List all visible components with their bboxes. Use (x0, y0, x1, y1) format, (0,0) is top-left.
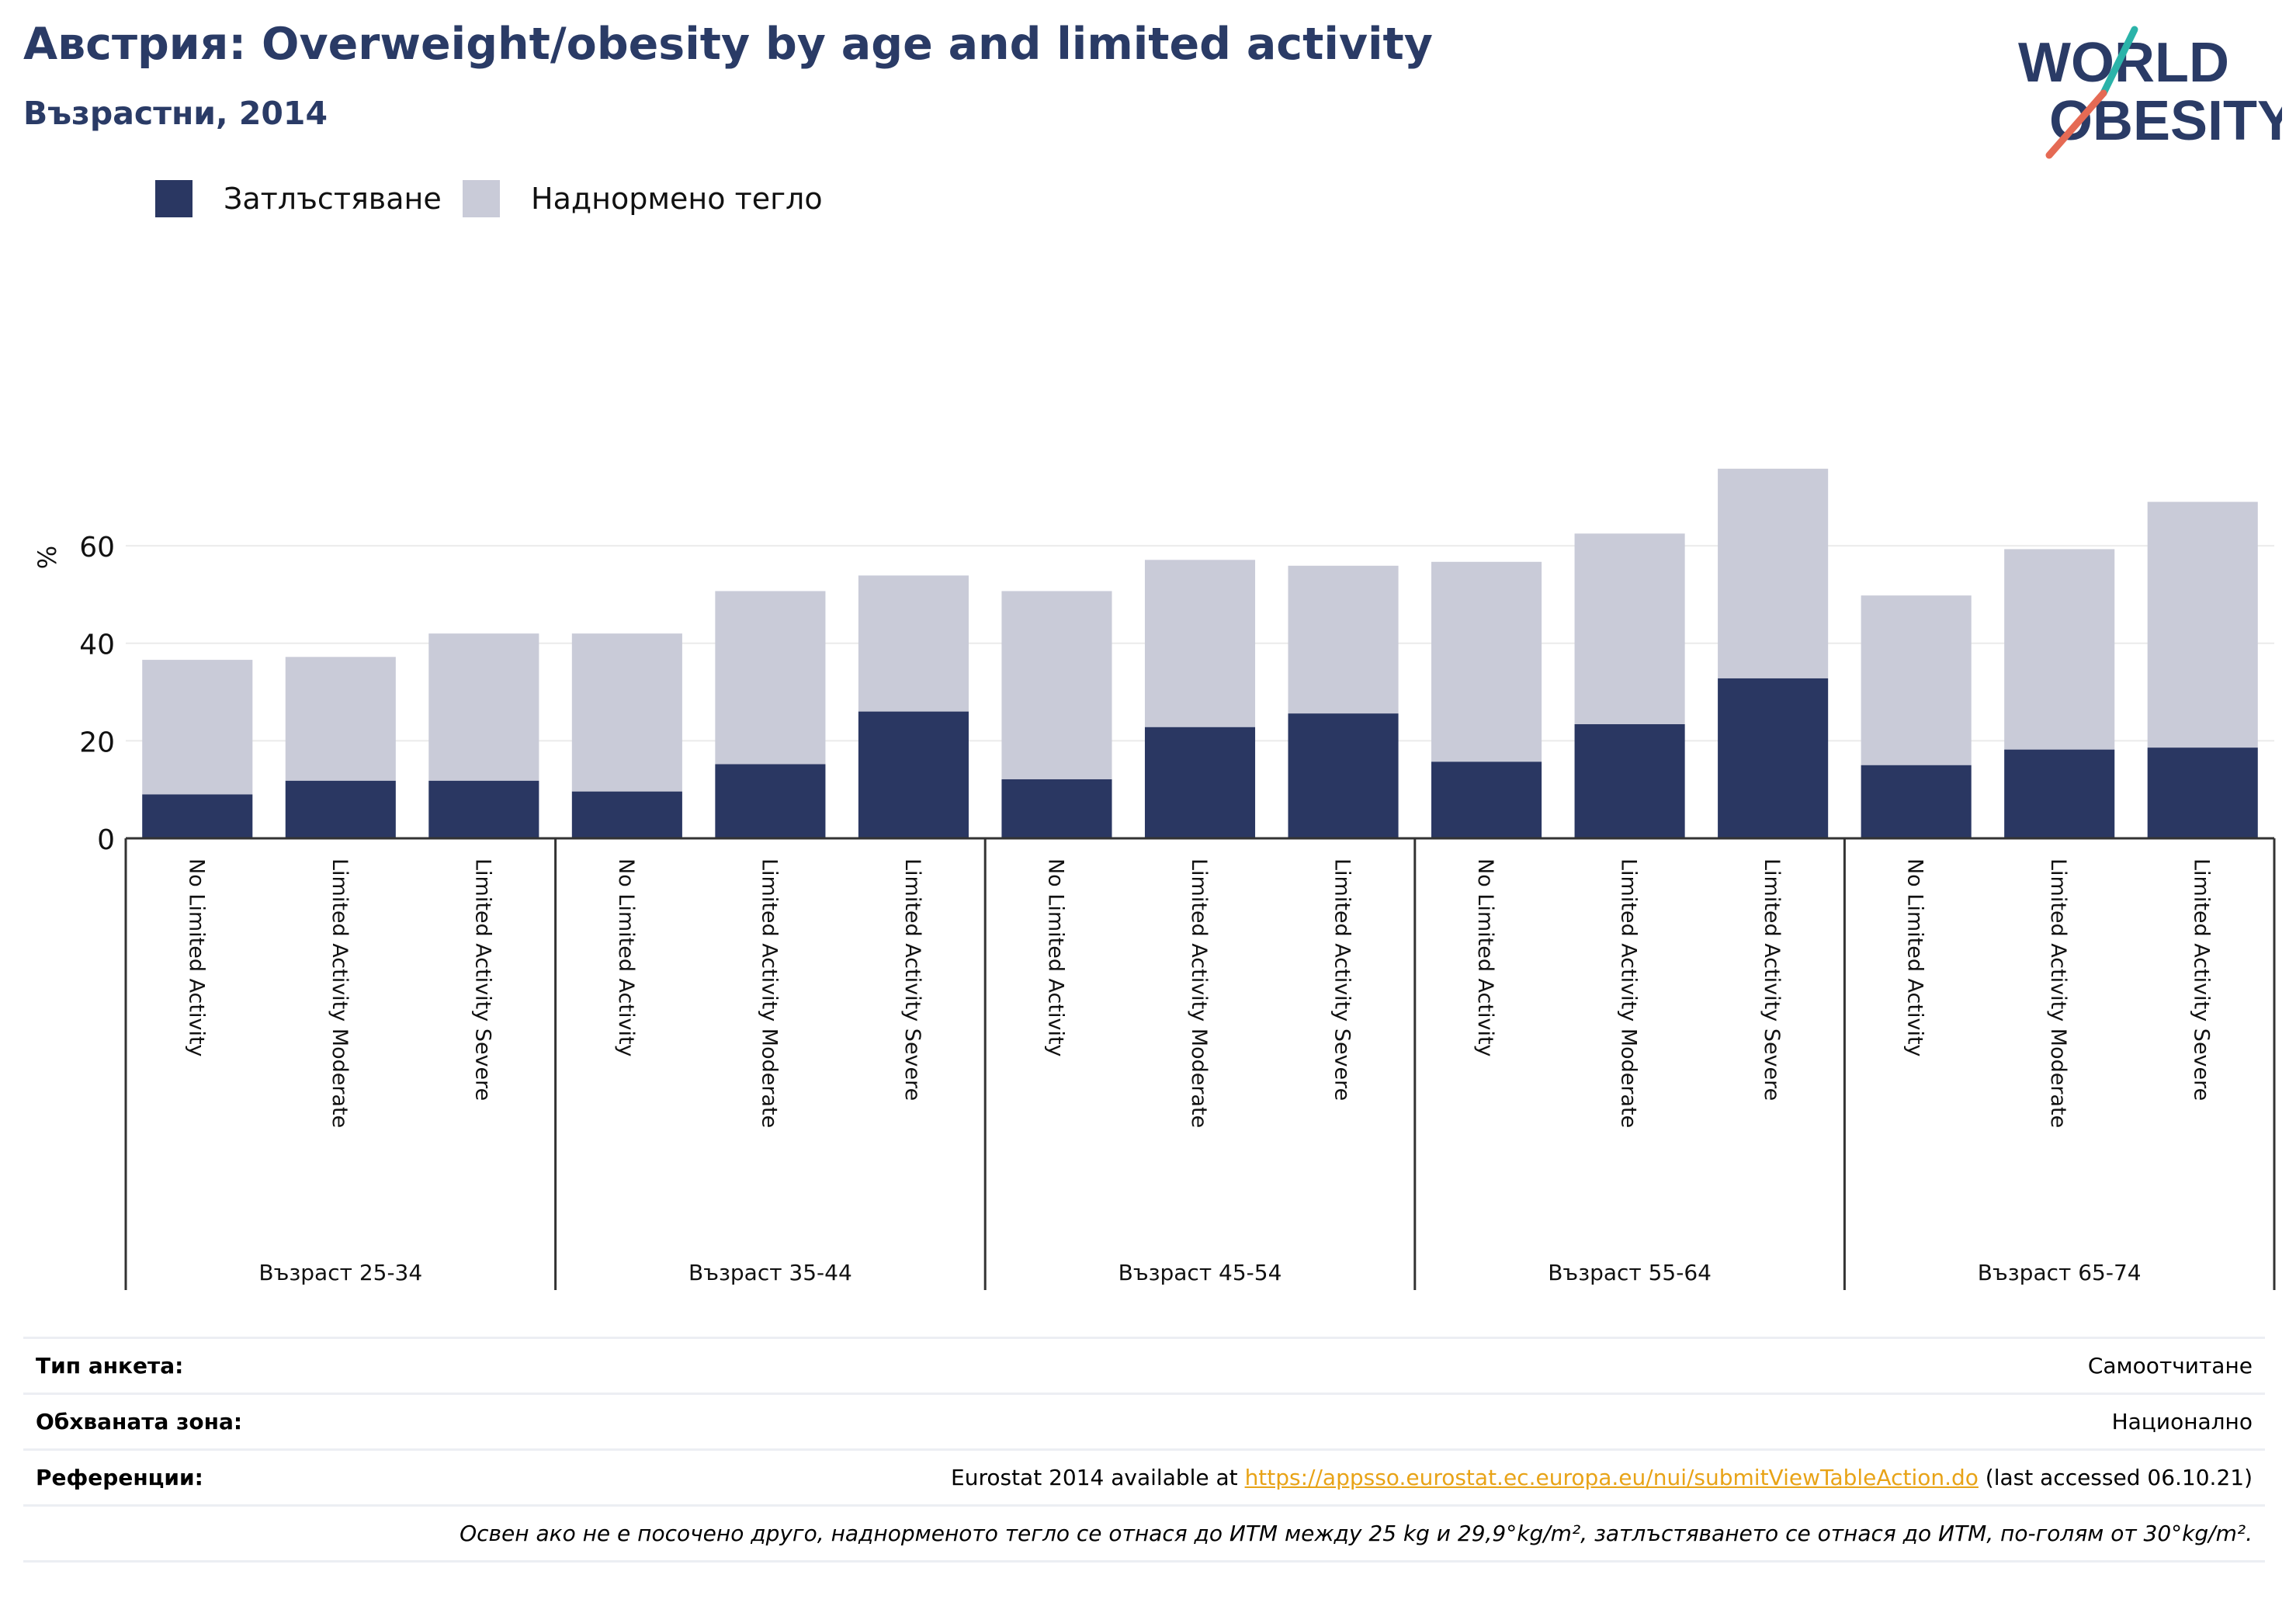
group-label: Възраст 65-74 (1978, 1260, 2142, 1285)
area-label: Обхваната зона: (23, 1393, 356, 1450)
chart-title: Австрия: Overweight/obesity by age and l… (23, 19, 1433, 70)
bar-overweight (715, 591, 826, 765)
bar-obesity (142, 794, 253, 838)
bar-obesity (571, 791, 682, 838)
legend-label-obesity: Затлъстяване (224, 182, 442, 216)
bar-overweight (1718, 468, 1829, 678)
bar-obesity (1431, 761, 1542, 838)
bar-overweight (2147, 501, 2258, 748)
x-category-label: No Limited Activity (614, 858, 638, 1057)
x-category-label: Limited Activity Moderate (2046, 858, 2070, 1128)
references-value: Eurostat 2014 available at https://appss… (355, 1448, 2265, 1506)
bmi-note: Освен ако не е посочено друго, наднормен… (23, 1504, 2265, 1563)
x-category-label: No Limited Activity (1043, 858, 1067, 1057)
y-tick-label: 20 (79, 727, 115, 758)
y-axis-title: % (33, 546, 62, 569)
bar-overweight (1431, 561, 1542, 762)
bar-obesity (715, 764, 826, 838)
bar-obesity (2004, 749, 2115, 838)
bar-obesity (2147, 747, 2258, 838)
bar-overweight (1288, 565, 1399, 714)
references-link[interactable]: https://appsso.eurostat.ec.europa.eu/nui… (1244, 1465, 1979, 1490)
x-category-label: No Limited Activity (184, 858, 208, 1057)
legend-swatch-overweight (463, 180, 500, 217)
x-category-label: Limited Activity Severe (2190, 858, 2214, 1101)
references-row: Референции: Eurostat 2014 available at h… (23, 1448, 2265, 1506)
group-label: Възраст 35-44 (688, 1260, 852, 1285)
references-suffix: (last accessed 06.10.21) (1978, 1465, 2253, 1490)
x-category-label: Limited Activity Severe (900, 858, 924, 1101)
x-category-label: Limited Activity Moderate (1187, 858, 1211, 1128)
bar-overweight (858, 575, 969, 712)
bar-overweight (1144, 560, 1256, 727)
survey-type-label: Тип анкета: (23, 1337, 356, 1394)
chart-subtitle: Възрастни, 2014 (23, 95, 328, 132)
bar-obesity (858, 711, 969, 838)
x-category-label: Limited Activity Moderate (757, 858, 781, 1128)
bar-obesity (1574, 724, 1685, 838)
x-category-label: Limited Activity Moderate (1617, 858, 1641, 1128)
x-category-label: Limited Activity Severe (1760, 858, 1784, 1101)
bar-obesity (1861, 765, 1972, 838)
legend-swatch-obesity (155, 180, 192, 217)
survey-info-table: Тип анкета: Самоотчитане Обхваната зона:… (23, 1337, 2265, 1563)
legend-label-overweight: Наднормено тегло (531, 182, 823, 216)
bar-overweight (2004, 549, 2115, 750)
bar-overweight (142, 660, 253, 795)
bar-overweight (285, 657, 396, 781)
bar-obesity (1718, 678, 1829, 838)
references-label: Референции: (23, 1448, 356, 1506)
bar-obesity (428, 780, 539, 838)
survey-type-value: Самоотчитане (355, 1337, 2265, 1394)
bar-overweight (1574, 533, 1685, 724)
references-prefix: Eurostat 2014 available at (951, 1465, 1245, 1490)
bar-overweight (428, 633, 539, 781)
x-category-label: Limited Activity Severe (1330, 858, 1354, 1101)
logo-slash-coral (2045, 89, 2107, 159)
area-row: Обхваната зона: Национално (23, 1393, 2265, 1450)
survey-type-row: Тип анкета: Самоотчитане (23, 1337, 2265, 1394)
stacked-bar-chart: 0 20 40 60% No Limited Activity Limited Activ… (33, 468, 2276, 1290)
x-category-label: Limited Activity Severe (470, 858, 494, 1101)
group-label: Възраст 25-34 (258, 1260, 422, 1285)
bar-overweight (1861, 595, 1972, 765)
y-tick-label: 40 (79, 630, 115, 661)
x-category-label: No Limited Activity (1903, 858, 1927, 1057)
logo-line2: OBESITY (2049, 90, 2282, 152)
world-obesity-logo: WORLD OBESITY (2018, 26, 2282, 159)
bar-obesity (1144, 727, 1256, 838)
bar-obesity (285, 780, 396, 838)
group-label: Възраст 55-64 (1548, 1260, 1712, 1285)
y-tick-label: 60 (79, 532, 115, 564)
group-label: Възраст 45-54 (1119, 1260, 1282, 1285)
bar-overweight (571, 633, 682, 792)
note-row: Освен ако не е посочено друго, наднормен… (23, 1504, 2265, 1563)
logo-line1: WORLD (2018, 32, 2229, 94)
x-category-label: No Limited Activity (1473, 858, 1497, 1057)
logo-slash-teal (2100, 26, 2138, 97)
bar-obesity (1001, 779, 1112, 838)
area-value: Национално (355, 1393, 2265, 1450)
bar-overweight (1001, 591, 1112, 779)
x-category-label: Limited Activity Moderate (328, 858, 352, 1128)
bar-obesity (1288, 713, 1399, 838)
y-tick-label: 0 (97, 824, 115, 856)
